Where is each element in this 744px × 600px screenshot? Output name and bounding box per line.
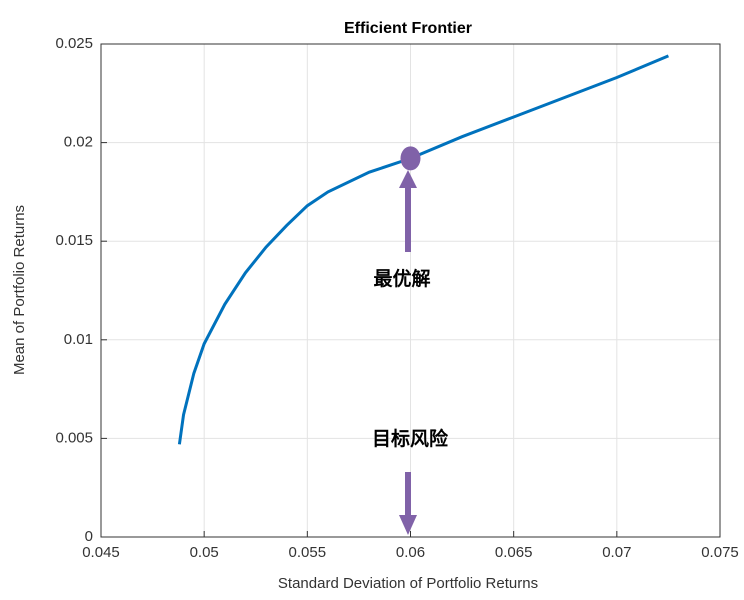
arrow-head bbox=[399, 170, 417, 188]
y-tick-label: 0.015 bbox=[55, 232, 93, 249]
annotation: 最优解 bbox=[373, 267, 430, 290]
x-axis-label: Standard Deviation of Portfolio Returns bbox=[278, 575, 538, 592]
arrow-head bbox=[399, 515, 417, 535]
chart-title: Efficient Frontier bbox=[344, 20, 472, 37]
y-tick-label: 0.02 bbox=[64, 134, 93, 151]
arrows bbox=[399, 170, 417, 535]
x-tick-label: 0.075 bbox=[701, 544, 739, 561]
y-tick-label: 0 bbox=[85, 528, 93, 545]
y-tick-label: 0.01 bbox=[64, 331, 93, 348]
optimal-point bbox=[400, 146, 421, 171]
x-tick-label: 0.05 bbox=[190, 544, 219, 561]
y-tick-label: 0.025 bbox=[55, 35, 93, 52]
frontier-line bbox=[177, 54, 669, 445]
annotation: 目标风险 bbox=[372, 427, 449, 450]
y-tick-label: 0.005 bbox=[55, 429, 93, 446]
y-axis-label: Mean of Portfolio Returns bbox=[11, 205, 28, 375]
x-tick-label: 0.045 bbox=[82, 544, 120, 561]
x-tick-label: 0.07 bbox=[602, 544, 631, 561]
axes-box bbox=[100, 43, 721, 538]
x-tick-label: 0.06 bbox=[396, 544, 425, 561]
x-tick-label: 0.055 bbox=[289, 544, 327, 561]
x-tick-label: 0.065 bbox=[495, 544, 533, 561]
